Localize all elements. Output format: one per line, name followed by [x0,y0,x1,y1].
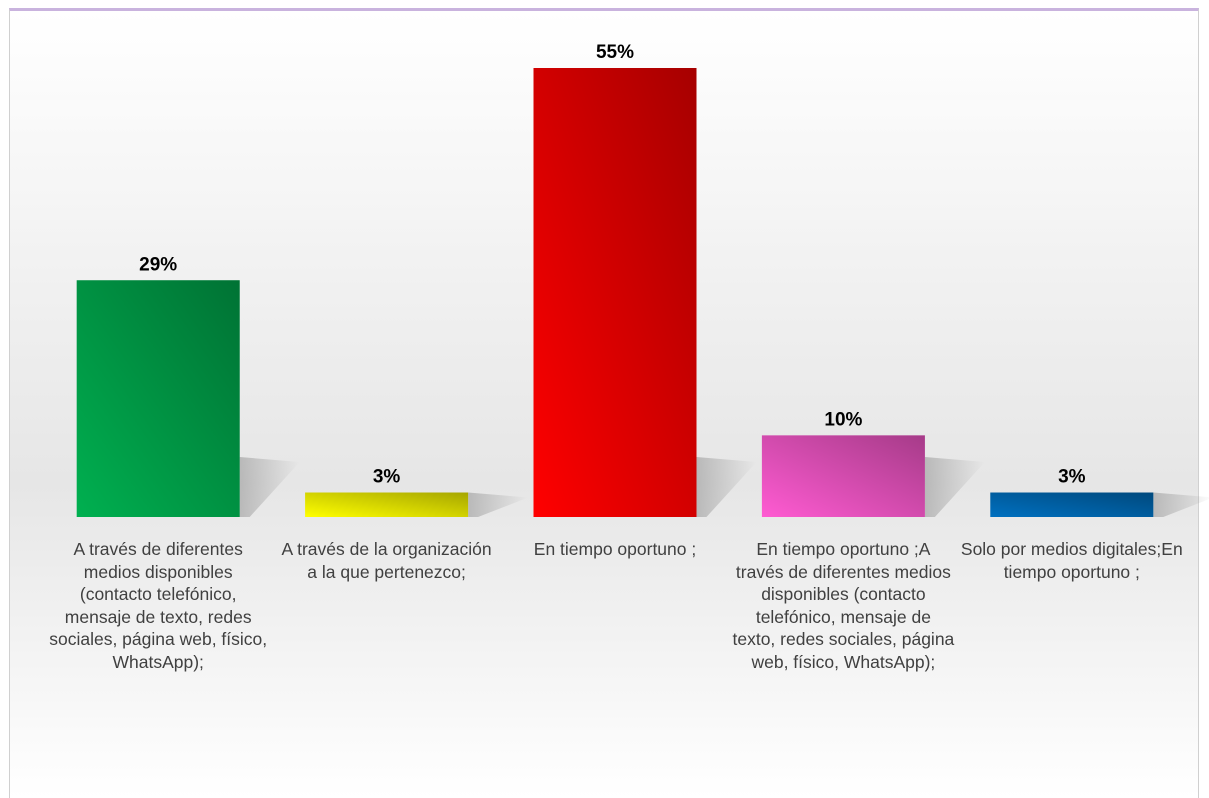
bar-shading [305,492,469,517]
value-label: 55% [596,42,634,63]
x-tick-label: En tiempo oportuno ; [533,539,697,559]
bar-shadow [696,457,757,517]
value-label: 10% [824,409,862,430]
bar-shading [761,435,925,517]
x-tick-label: A través de diferentes medios disponible… [49,539,268,672]
bar-shadow [924,457,985,517]
x-tick-label: Solo por medios digitales;En tiempo opor… [960,539,1183,582]
bar-shading [76,280,240,517]
x-tick-label: A través de la organización a la que per… [281,539,492,582]
value-label: 3% [1058,467,1086,488]
bar-shading [990,492,1154,517]
bar-shadow [468,492,529,517]
bar-shadow [239,457,300,517]
value-label: 3% [373,467,401,488]
x-tick-label: En tiempo oportuno ;A través de diferent… [732,539,955,672]
value-label: 29% [139,254,177,275]
bar-shading [533,68,697,517]
bar-shadow [1153,492,1209,517]
